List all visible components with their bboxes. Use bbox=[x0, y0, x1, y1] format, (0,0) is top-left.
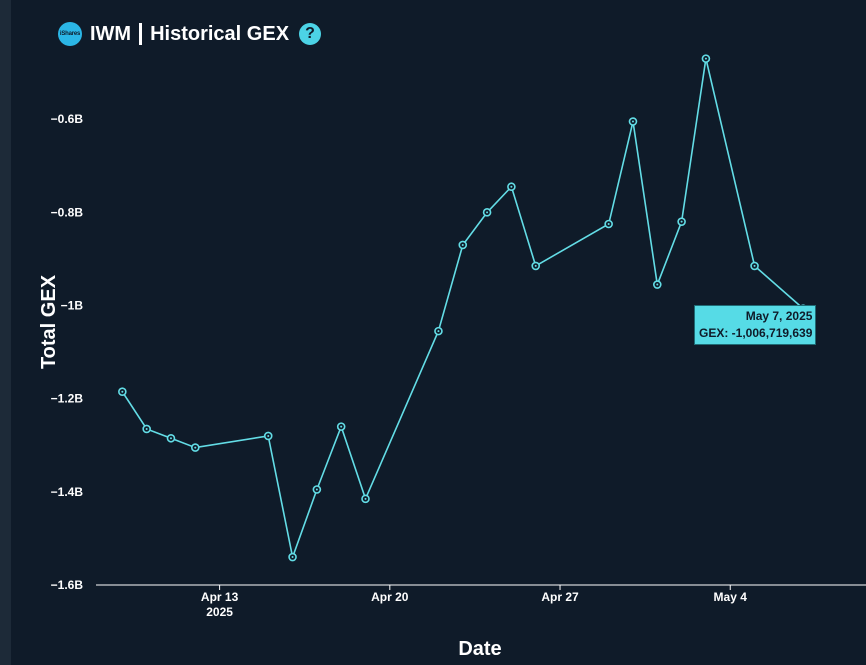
ticker-label: IWM bbox=[90, 22, 132, 45]
y-tick-label: −0.8B bbox=[51, 205, 84, 219]
data-point-center bbox=[437, 330, 440, 333]
data-point-center bbox=[364, 497, 367, 500]
x-tick-sublabel: 2025 bbox=[206, 605, 233, 619]
y-tick-label: −1.2B bbox=[51, 392, 84, 406]
tooltip-date: May 7, 2025 bbox=[745, 309, 813, 323]
data-point-center bbox=[704, 57, 707, 60]
data-point-center bbox=[534, 264, 537, 267]
data-point-center bbox=[680, 220, 683, 223]
data-point-center bbox=[753, 264, 756, 267]
data-point-center bbox=[315, 488, 318, 491]
y-tick-label: −1.6B bbox=[51, 578, 84, 592]
y-tick-label: −0.6B bbox=[51, 112, 84, 126]
chart-header: iShares IWM Historical GEX ? bbox=[58, 20, 322, 48]
left-edge-strip bbox=[0, 0, 11, 665]
tooltip-value: GEX: -1,006,719,639 bbox=[699, 326, 813, 340]
chart-title: Historical GEX bbox=[150, 22, 290, 45]
data-point-center bbox=[267, 434, 270, 437]
x-axis-title: Date bbox=[458, 638, 501, 660]
y-tick-label: −1.4B bbox=[51, 485, 84, 499]
data-point-center bbox=[461, 243, 464, 246]
data-points bbox=[118, 54, 808, 562]
x-tick-label: May 4 bbox=[714, 590, 748, 604]
data-point-center bbox=[631, 120, 634, 123]
y-tick-label: −1B bbox=[61, 299, 84, 313]
data-point-center bbox=[194, 446, 197, 449]
data-point-center bbox=[510, 185, 513, 188]
hover-tooltip: May 7, 2025 GEX: -1,006,719,639 bbox=[694, 305, 817, 345]
data-point-center bbox=[291, 556, 294, 559]
data-point-center bbox=[121, 390, 124, 393]
data-point-center bbox=[486, 211, 489, 214]
x-tick-label: Apr 27 bbox=[541, 590, 579, 604]
title-separator bbox=[139, 23, 143, 45]
help-icon[interactable]: ? bbox=[299, 23, 322, 45]
data-point-center bbox=[656, 283, 659, 286]
x-tick-label: Apr 13 bbox=[201, 590, 239, 604]
x-tick-label: Apr 20 bbox=[371, 590, 409, 604]
data-point-center bbox=[607, 222, 610, 225]
data-point-center bbox=[145, 427, 148, 430]
data-point-center bbox=[169, 437, 172, 440]
data-point-center bbox=[340, 425, 343, 428]
y-axis-ticks: −0.6B −0.8B −1B −1.2B −1.4B −1.6B bbox=[51, 112, 84, 592]
ishares-logo: iShares bbox=[58, 22, 82, 46]
y-axis-title: Total GEX bbox=[38, 274, 60, 369]
